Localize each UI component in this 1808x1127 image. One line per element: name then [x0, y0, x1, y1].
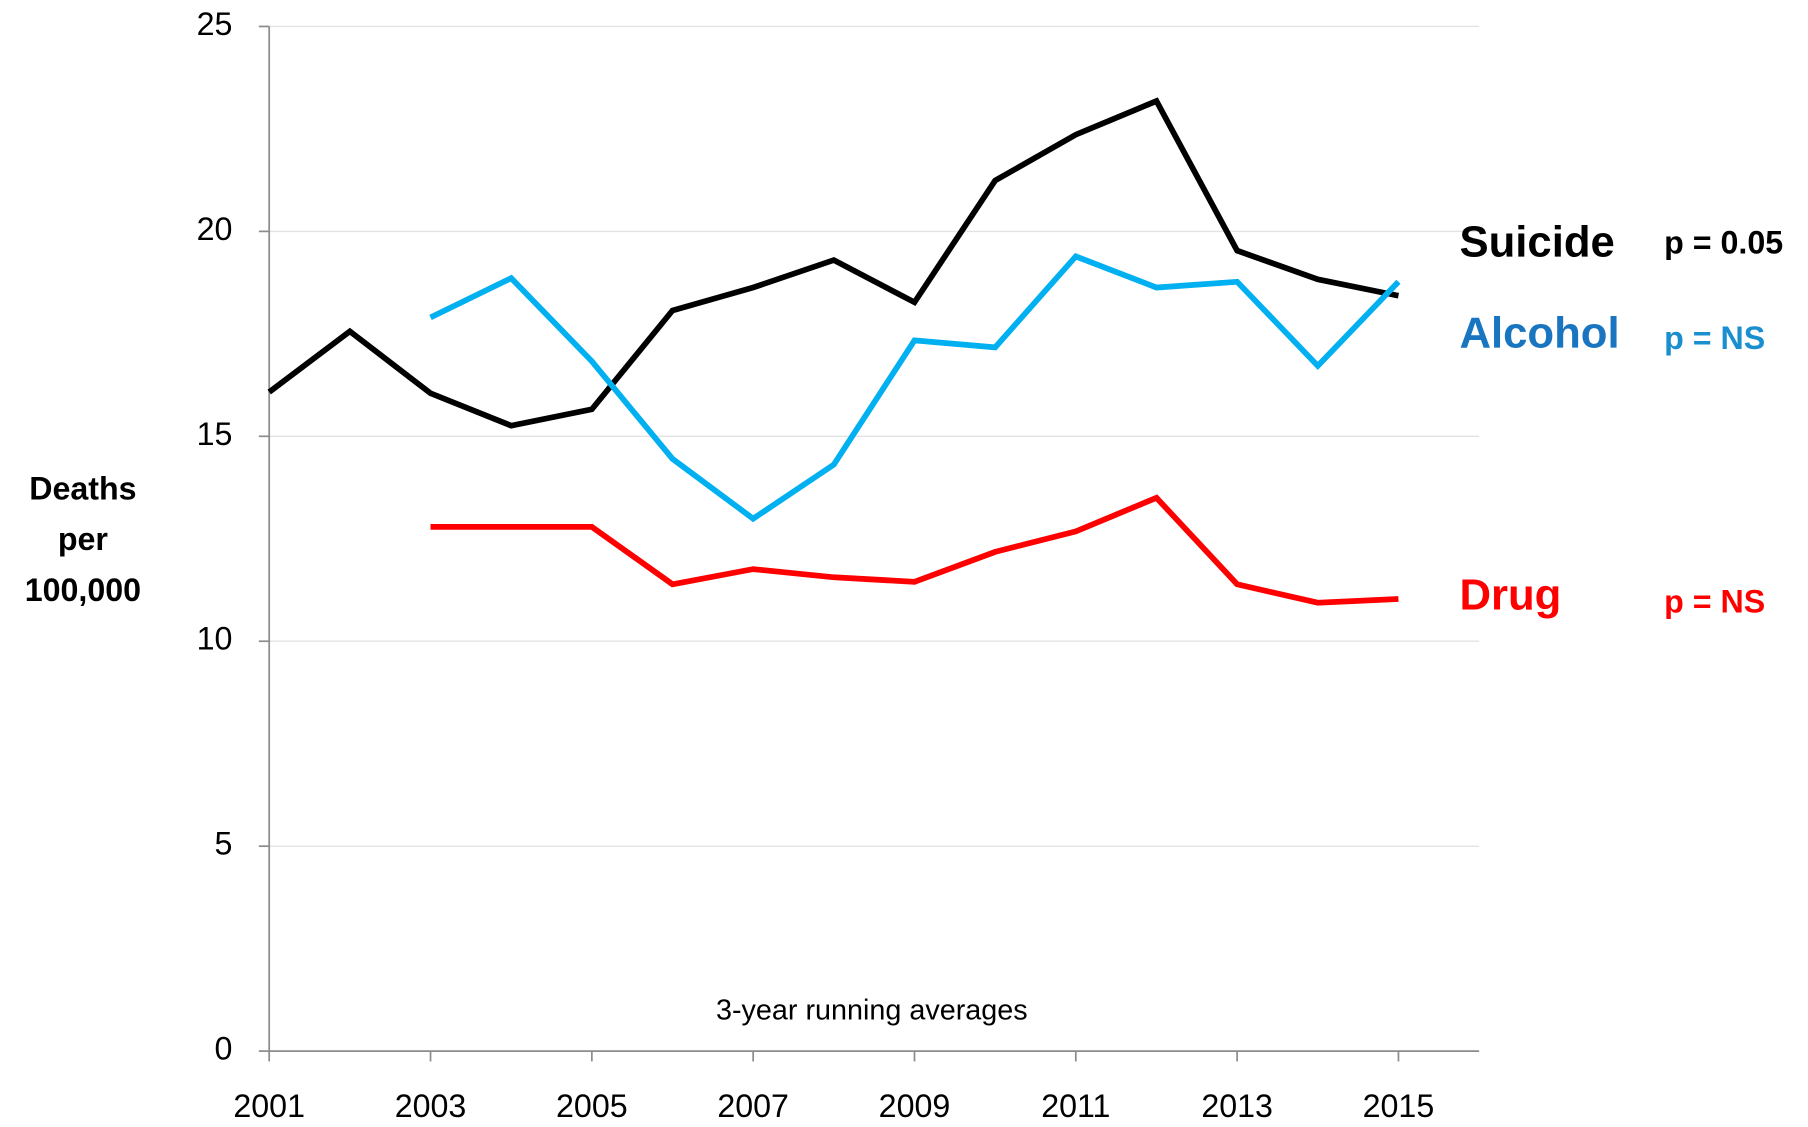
- y-axis-label: Deaths: [29, 471, 136, 507]
- series-label: Drug: [1459, 571, 1561, 620]
- series-line: [430, 494, 1399, 606]
- series-line: [429, 252, 1401, 523]
- y-tick-label: 20: [197, 211, 233, 247]
- x-tick-label: 2005: [556, 1088, 628, 1124]
- y-axis-label: 100,000: [25, 572, 141, 608]
- x-tick-label: 2003: [395, 1088, 467, 1124]
- y-tick-label: 0: [214, 1031, 232, 1067]
- x-tick-label: 2015: [1363, 1088, 1435, 1124]
- x-tick-label: 2007: [717, 1088, 789, 1124]
- y-tick-label: 25: [197, 6, 233, 42]
- y-axis-label: per: [58, 521, 109, 557]
- y-tick-label: 15: [197, 416, 233, 452]
- p-value-label: p = NS: [1664, 583, 1765, 619]
- x-tick-label: 2009: [879, 1088, 951, 1124]
- y-tick-label: 5: [214, 826, 232, 862]
- series-label: Alcohol: [1459, 308, 1619, 357]
- y-tick-label: 10: [197, 621, 233, 657]
- x-tick-label: 2011: [1041, 1088, 1110, 1124]
- p-value-label: p = NS: [1664, 320, 1765, 356]
- x-tick-label: 2013: [1201, 1088, 1273, 1124]
- note: 3-year running averages: [716, 995, 1028, 1027]
- series-label: Suicide: [1459, 217, 1614, 266]
- series-line: [267, 97, 1400, 429]
- x-tick-label: 2001: [233, 1088, 305, 1124]
- p-value-label: p = 0.05: [1664, 224, 1783, 260]
